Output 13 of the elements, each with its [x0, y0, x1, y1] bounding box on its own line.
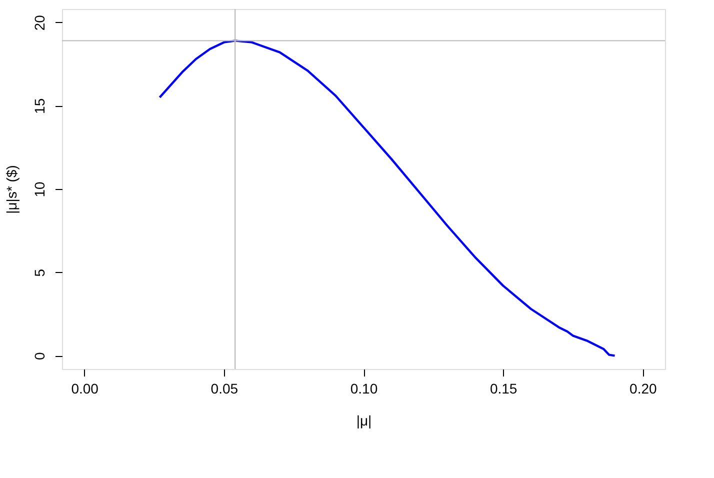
- y-tick-label: 20: [32, 14, 48, 31]
- y-tick-label: 5: [32, 268, 48, 277]
- x-tick-label: 0.05: [210, 380, 238, 396]
- x-axis-title: |μ|: [356, 412, 372, 428]
- x-tick-label: 0.00: [71, 380, 99, 396]
- y-tick-label: 0: [32, 352, 48, 360]
- x-tick-label: 0.20: [630, 380, 658, 396]
- x-tick-label: 0.10: [350, 380, 378, 396]
- y-tick-label: 10: [32, 182, 48, 198]
- x-tick-label: 0.15: [490, 380, 518, 396]
- y-axis-title: |μ|s* ($): [4, 165, 20, 214]
- line-series: [158, 40, 616, 357]
- y-tick-label: 15: [32, 98, 48, 114]
